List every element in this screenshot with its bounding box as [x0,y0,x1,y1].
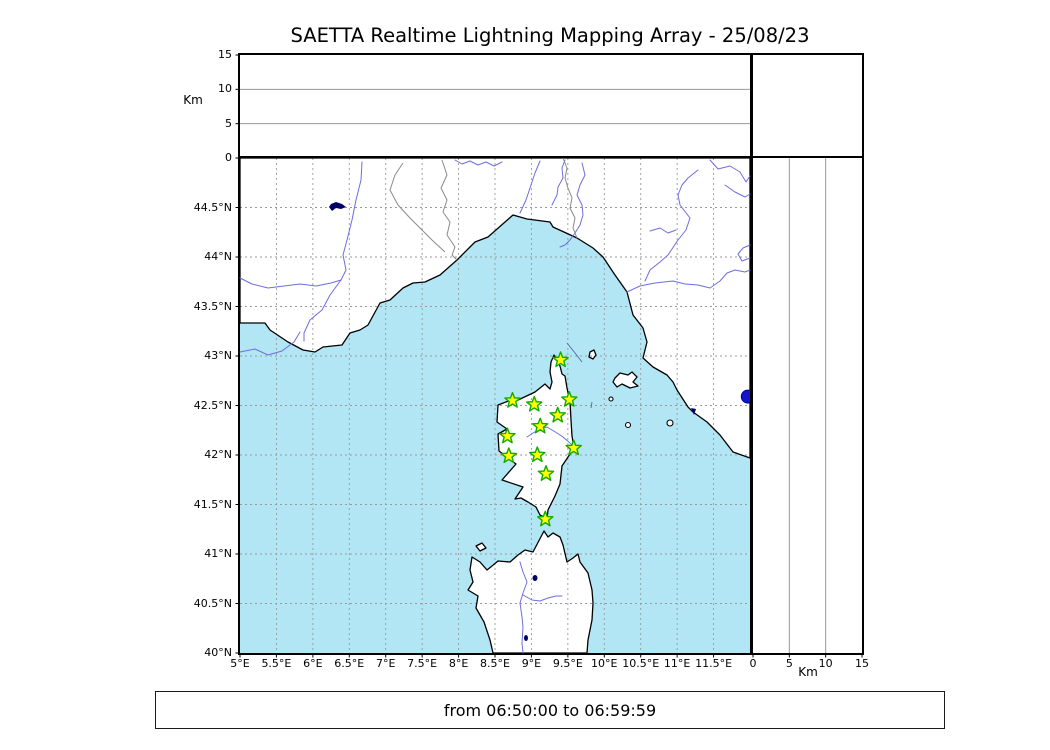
lon-tick-label: 8°E [448,657,469,670]
lake-sardinia [524,635,528,641]
map-ticks [235,207,715,658]
lon-tick-label: 9°E [521,657,542,670]
lake-coghinas [532,575,538,581]
top-panel-gridlines [240,88,750,125]
coastlines [239,157,751,654]
lon-tick-label: 9.5°E [552,657,583,670]
lat-tick-label: 40°N [204,646,232,659]
river [559,162,586,248]
altitude-longitude-panel [235,53,752,160]
lon-tick-label: 7°E [375,657,396,670]
alt-tick-label: 10 [218,82,232,96]
lon-tick-label: 6°E [303,657,323,670]
river [522,594,563,602]
alt-tick-label: 15 [855,657,869,670]
river [644,169,699,282]
right-panel-ticks [752,653,863,658]
alt-tick-label: 10 [818,657,833,670]
map-gridlines [240,158,750,653]
station-star-marker [500,447,518,464]
river [649,227,677,234]
river [519,561,528,654]
lat-tick-label: 41.5°N [193,497,232,511]
lake-serre-poncon [329,202,346,211]
river-arno [626,269,751,293]
lat-tick-label: 42°N [204,448,232,461]
river [724,184,751,198]
lon-tick-label: 5°E [230,657,250,670]
alt-tick-label: 5 [785,657,793,670]
river [454,159,503,167]
river [239,331,301,356]
lon-tick-label: 7.5°E [407,657,438,670]
station-star-marker [528,446,546,463]
station-star-marker [549,406,567,423]
border-region [562,157,578,239]
event-dot-marker [740,389,750,404]
lat-tick-label: 43.5°N [193,299,232,313]
station-star-marker [537,465,555,481]
sea-line [590,401,593,409]
lon-tick-label: 11°E [663,657,691,670]
altitude-latitude-panel [751,156,864,658]
time-range-text: from 06:50:00 to 06:59:59 [443,700,657,720]
station-star-marker [560,390,578,407]
alt-tick-label: 15 [218,48,232,61]
event-marker-layer [740,389,750,404]
pianosa-island [608,396,614,402]
map-panel [235,156,752,658]
lat-tick-label: 41°N [204,547,232,560]
station-star-marker [565,439,583,456]
alt-tick-label: 0 [749,657,757,670]
rivers [239,159,751,654]
lon-tick-label: 10°E [591,657,618,670]
lagoon-orbetello [691,408,696,415]
lat-tick-label: 43°N [204,349,232,362]
montecristo-island [624,421,632,429]
sea-line-artifacts [566,342,593,409]
river [709,159,751,183]
country-borders [389,157,578,261]
time-range-box: from 06:50:00 to 06:59:59 [155,691,945,729]
lon-tick-label: 5.5°E [261,657,292,670]
lon-tick-label: 6.5°E [334,657,365,670]
sea-line [566,342,583,363]
station-star-marker [525,395,543,412]
lat-tick-label: 44.5°N [193,200,232,214]
right-panel-gridlines [788,158,827,653]
top-panel-km-label: Km [183,93,203,107]
river [303,279,342,342]
station-star-marker [499,427,516,444]
alt-tick-label: 0 [225,151,232,164]
station-star-marker [531,417,549,434]
lon-tick-label: 8.5°E [480,657,510,670]
station-star-marker [504,391,521,408]
station-star-marker [536,510,554,527]
river [519,160,541,214]
river [737,244,751,262]
lat-tick-label: 44°N [204,250,232,263]
top-panel-ticks [235,54,240,159]
lma-stations [499,351,583,527]
lon-tick-label: 10.5°E [622,657,660,670]
border-region [389,162,446,253]
river [551,159,566,206]
lat-tick-label: 42.5°N [193,398,232,412]
border-france-italy [440,159,458,261]
right-panel-km-label: Km [798,665,818,679]
lat-tick-label: 40.5°N [193,596,232,610]
lon-tick-label: 11.5°E [695,657,733,670]
corner-panel [751,53,864,160]
alt-tick-label: 5 [225,116,232,130]
figure-title: SAETTA Realtime Lightning Mapping Array … [290,24,810,47]
lakes [329,202,696,641]
station-star-marker [552,351,569,368]
giglio-island [666,419,674,427]
